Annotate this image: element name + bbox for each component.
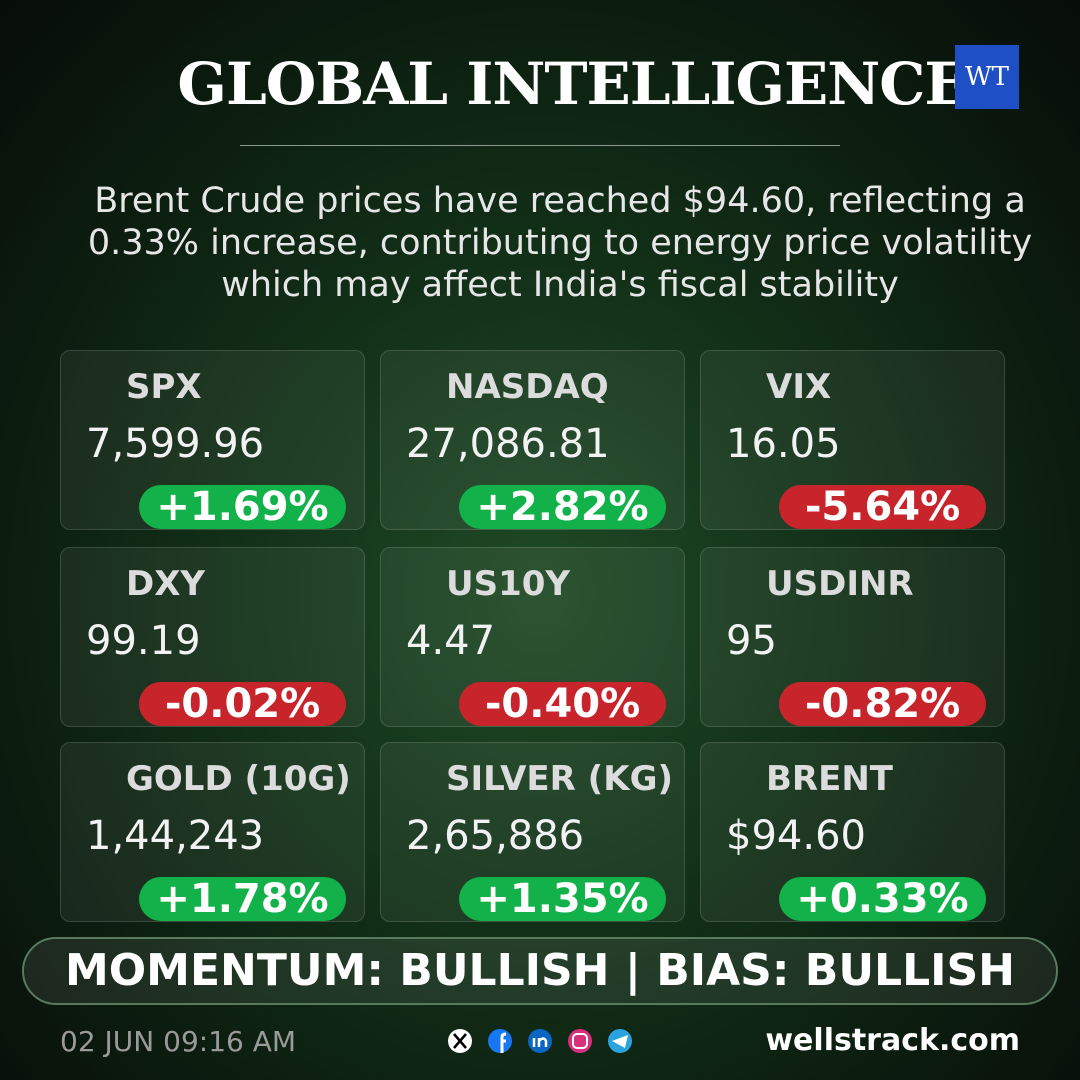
change-badge: +1.35% [459,877,666,921]
change-badge: +0.33% [779,877,986,921]
social-icons [448,1029,632,1053]
ticker-value: 95 [726,618,777,664]
ticker-tile: VIX 16.05 -5.64% [700,350,1005,530]
ticker-tile: USDINR 95 -0.82% [700,547,1005,727]
description: Brent Crude prices have reached $94.60, … [87,181,1033,305]
change-badge: +2.82% [459,485,666,529]
ticker-name: USDINR [766,564,914,604]
change-badge: -5.64% [779,485,986,529]
ticker-name: SPX [126,367,202,407]
ticker-value: 27,086.81 [406,421,610,467]
change-badge: -0.82% [779,682,986,726]
ticker-value: 2,65,886 [406,813,585,859]
instagram-icon[interactable] [568,1029,592,1053]
instagram-glyph [572,1033,588,1049]
timestamp: 02 JUN 09:16 AM [60,1025,297,1058]
change-badge: +1.69% [139,485,346,529]
ticker-value: $94.60 [726,813,866,859]
facebook-icon[interactable] [488,1029,512,1053]
ticker-value: 7,599.96 [86,421,265,467]
ticker-tile: US10Y 4.47 -0.40% [380,547,685,727]
logo: WT [955,45,1019,109]
ticker-name: DXY [126,564,206,604]
ticker-name: BRENT [766,759,893,799]
ticker-value: 99.19 [86,618,201,664]
banner: MOMENTUM: BULLISH | BIAS: BULLISH [22,937,1058,1005]
change-badge: -0.02% [139,682,346,726]
facebook-glyph [500,1032,507,1053]
title: GLOBAL INTELLIGENCE [177,50,968,118]
change-badge: -0.40% [459,682,666,726]
linkedin-glyph [532,1037,548,1047]
ticker-tile: BRENT $94.60 +0.33% [700,742,1005,922]
ticker-name: NASDAQ [446,367,609,407]
ticker-value: 4.47 [406,618,496,664]
change-badge: +1.78% [139,877,346,921]
divider [240,145,840,146]
ticker-tile: SILVER (KG) 2,65,886 +1.35% [380,742,685,922]
telegram-glyph [612,1035,628,1048]
ticker-value: 1,44,243 [86,813,265,859]
ticker-name: GOLD (10G) [126,759,351,799]
website[interactable]: wellstrack.com [765,1023,1020,1058]
x-glyph [453,1033,467,1049]
ticker-name: US10Y [446,564,571,604]
ticker-value: 16.05 [726,421,841,467]
ticker-name: VIX [766,367,832,407]
ticker-name: SILVER (KG) [446,759,674,799]
ticker-tile: NASDAQ 27,086.81 +2.82% [380,350,685,530]
ticker-tile: SPX 7,599.96 +1.69% [60,350,365,530]
ticker-tile: DXY 99.19 -0.02% [60,547,365,727]
ticker-tile: GOLD (10G) 1,44,243 +1.78% [60,742,365,922]
